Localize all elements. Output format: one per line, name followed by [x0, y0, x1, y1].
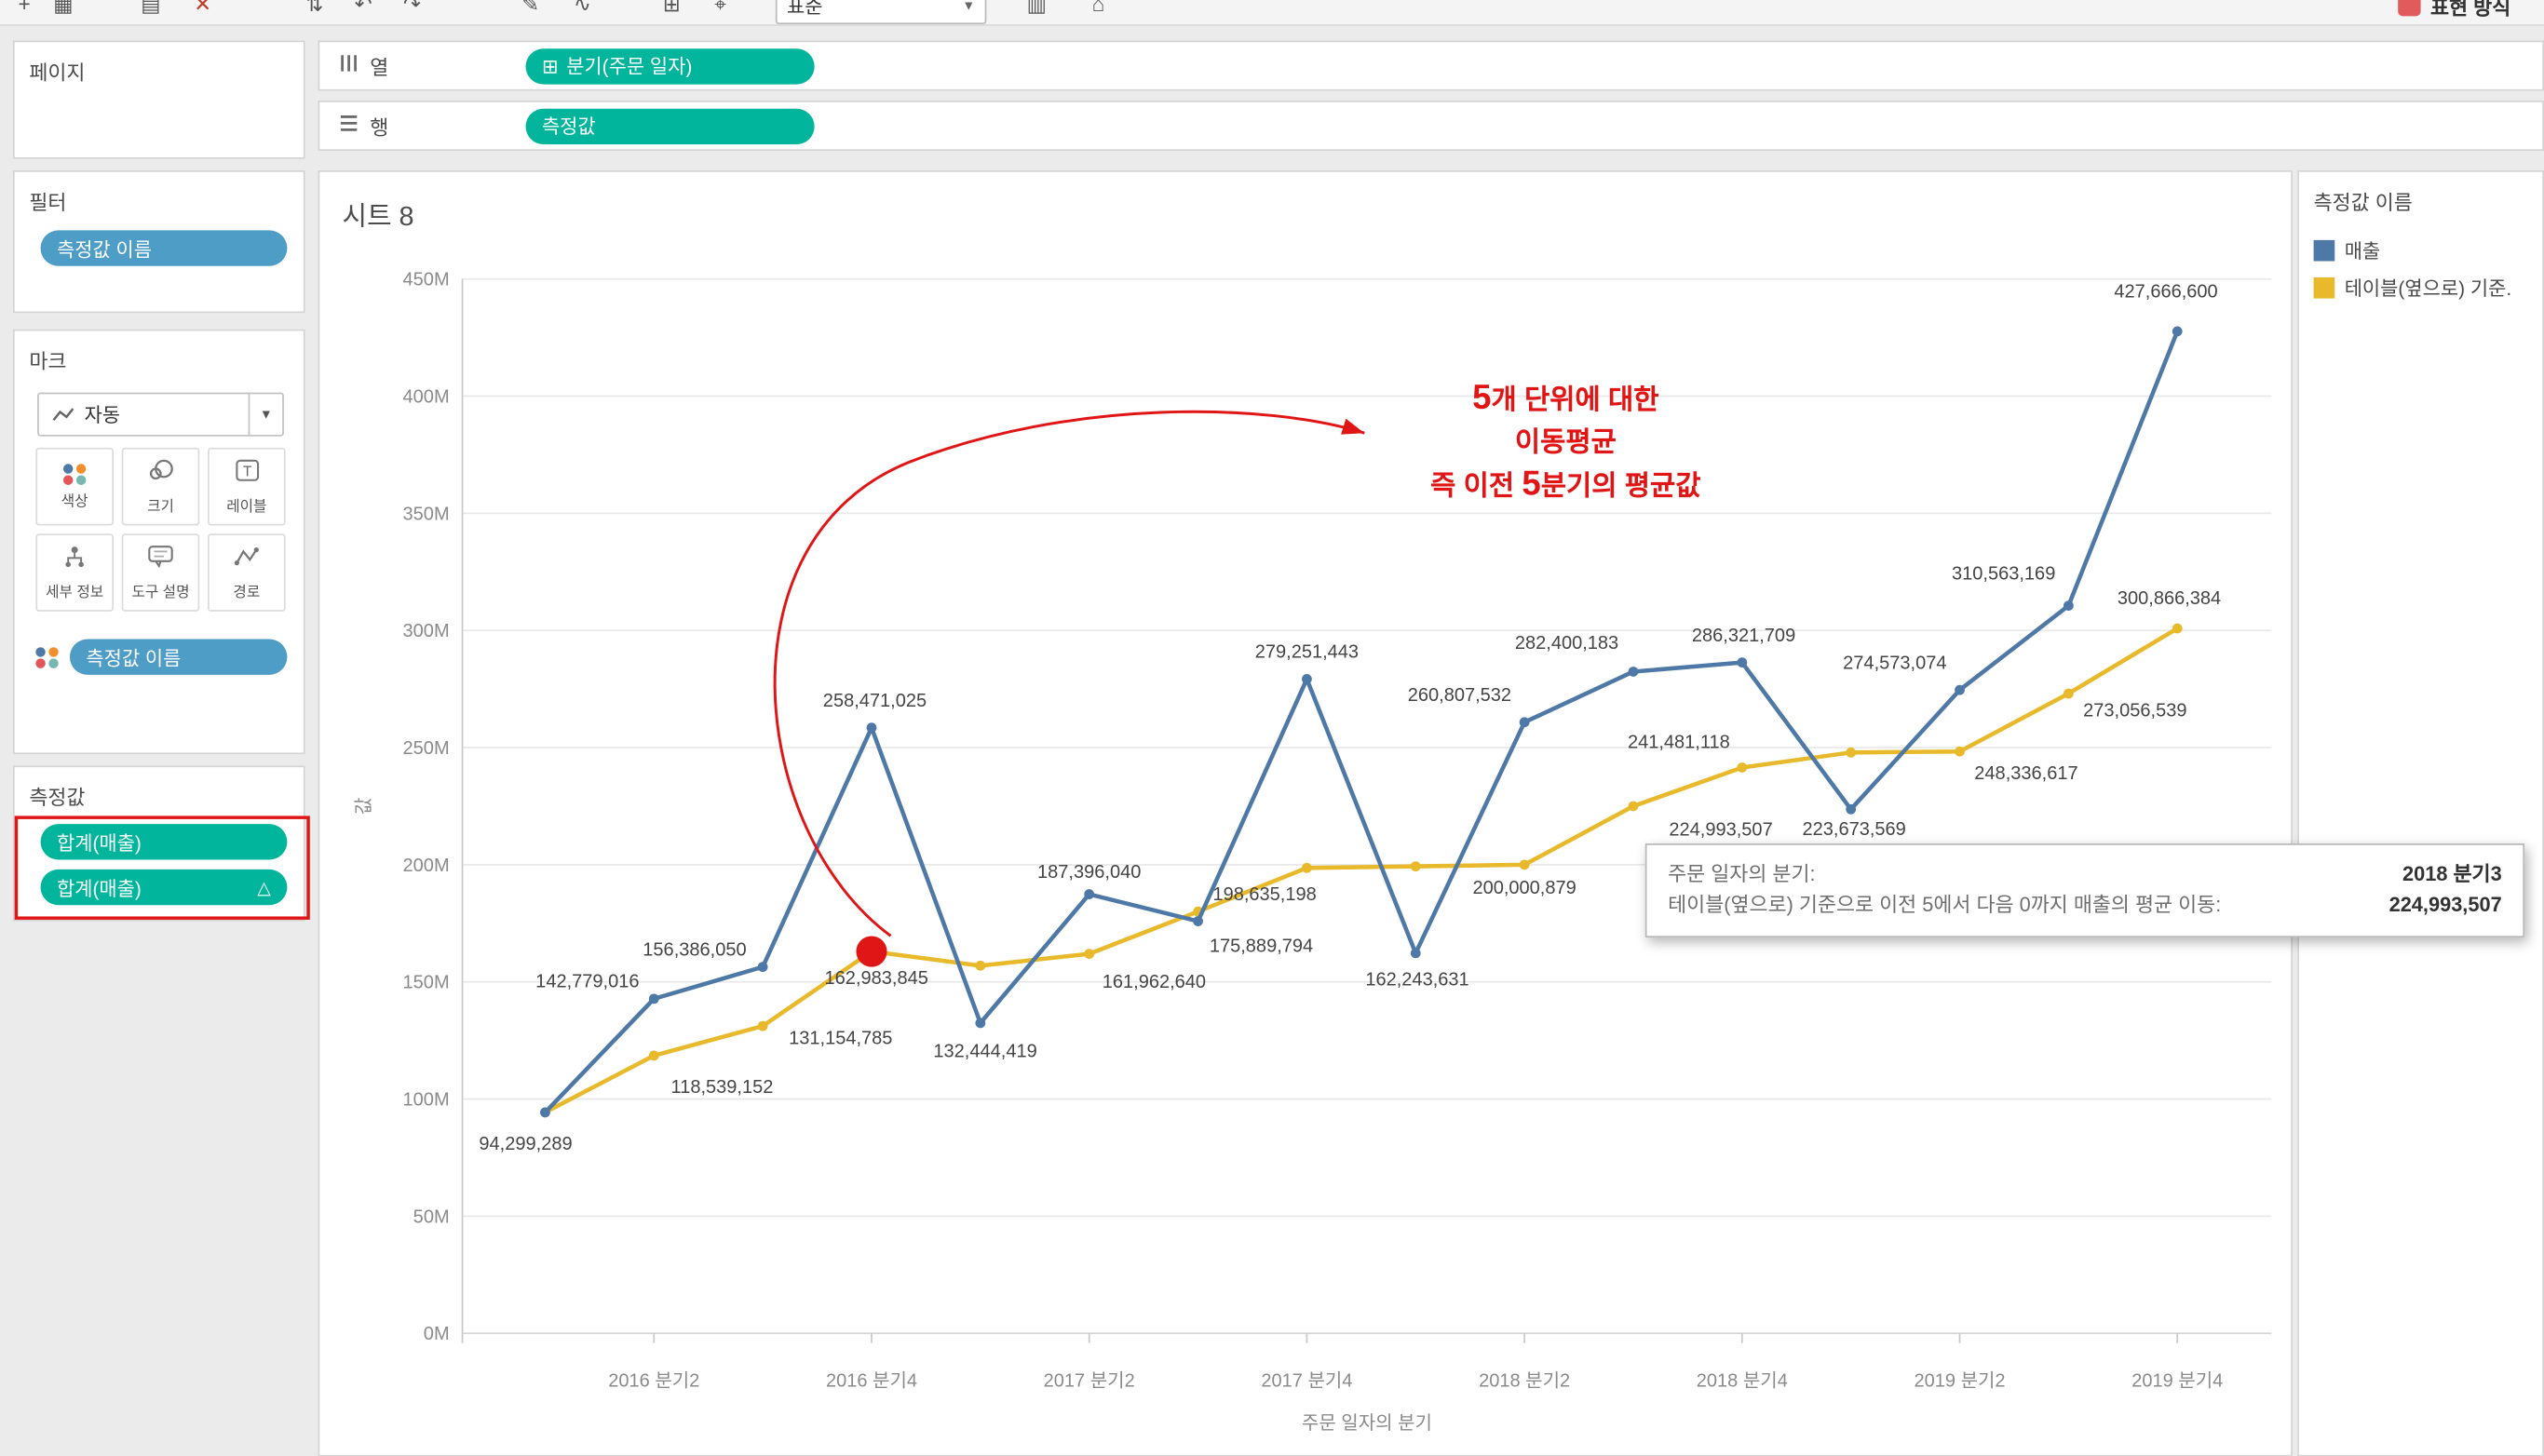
legend-card: 측정값 이름 매출 테이블(옆으로) 기준. — [2297, 169, 2544, 1456]
measure-values-title: 측정값 — [29, 787, 86, 810]
path-button[interactable]: 경로 — [208, 533, 286, 612]
marks-pill-label: 측정값 이름 — [86, 646, 182, 669]
columns-shelf-text: 열 — [370, 56, 389, 80]
duplicate-sheet-icon[interactable]: ▤ — [141, 0, 161, 17]
worksheet-view[interactable]: 시트 8 — [318, 169, 2293, 1456]
marks-card: 마크 자동 ▼ 색상 크기 T — [12, 329, 305, 755]
detail-icon — [61, 545, 88, 575]
show-me-label[interactable]: 표현 방식 — [2430, 0, 2511, 20]
rows-shelf-text: 행 — [370, 116, 389, 140]
columns-pill-label: 분기(주문 일자) — [566, 55, 693, 78]
measure-pill-sum-sales[interactable]: 합계(매출) — [40, 824, 288, 860]
clear-sheet-icon[interactable]: ✕ — [194, 0, 212, 17]
legend-item-label: 테이블(옆으로) 기준. — [2344, 276, 2512, 301]
rows-icon — [339, 114, 359, 138]
mark-type-dropdown[interactable]: 자동 ▼ — [37, 392, 284, 437]
tooltip: 주문 일자의 분기: 2018 분기3 테이블(옆으로) 기준으로 이전 5에서… — [1644, 843, 2525, 938]
label-button[interactable]: T 레이블 — [208, 447, 286, 526]
chevron-down-icon: ▼ — [962, 0, 976, 13]
toolbar: + ▦ ▤ ✕ ⇅ ↶ ↷ ✎ ∿ ⊞ ⌖ 표준 ▼ ▥ ⌂ 표현 방식 — [0, 0, 2544, 26]
sheet-title: 시트 8 — [342, 202, 414, 233]
measure-pill-label: 합계(매출) — [56, 876, 142, 900]
fit-select-value: 표준 — [787, 0, 823, 18]
annotation-line: 즉 이전 5분기의 평균값 — [1430, 465, 1701, 504]
filter-pill-label: 측정값 이름 — [56, 237, 152, 261]
size-button[interactable]: 크기 — [121, 447, 200, 526]
pages-shelf[interactable]: 페이지 — [12, 40, 305, 159]
color-button[interactable]: 색상 — [35, 447, 114, 526]
annotation-text[interactable]: 5개 단위에 대한 이동평균 즉 이전 5분기의 평균값 — [1387, 378, 1744, 507]
label-button-label: 레이블 — [226, 497, 267, 514]
show-me-icon[interactable] — [2398, 0, 2421, 17]
tooltip-button[interactable]: 도구 설명 — [121, 533, 200, 612]
tooltip-row2-value: 224,993,507 — [2388, 894, 2502, 917]
size-button-label: 크기 — [147, 497, 174, 514]
color-button-label: 색상 — [61, 492, 88, 509]
marks-title: 마크 — [29, 350, 67, 373]
label-icon: T — [235, 458, 259, 489]
marks-buttons: 색상 크기 T 레이블 세부 정보 — [35, 447, 289, 612]
chevron-down-icon: ▼ — [248, 394, 283, 435]
marks-pill-measure-names[interactable]: 측정값 이름 — [69, 639, 288, 675]
swap-rows-columns-icon[interactable]: ⇅ — [305, 0, 324, 17]
expand-icon[interactable]: ⊞ — [541, 54, 559, 77]
fit-select[interactable]: 표준 ▼ — [775, 0, 987, 25]
marks-pill-row: 측정값 이름 — [35, 639, 288, 675]
columns-shelf[interactable]: 열 ⊞ 분기(주문 일자) — [318, 40, 2544, 91]
detail-button-label: 세부 정보 — [46, 583, 104, 600]
tooltip-row1-value: 2018 분기3 — [2402, 862, 2502, 886]
detail-button[interactable]: 세부 정보 — [35, 533, 114, 612]
legend-item-sales[interactable]: 매출 — [2313, 236, 2381, 264]
columns-pill-quarter-order-date[interactable]: ⊞ 분기(주문 일자) — [525, 47, 815, 84]
svg-text:T: T — [242, 464, 251, 479]
size-icon — [148, 458, 174, 489]
legend-item-moving-average[interactable]: 테이블(옆으로) 기준. — [2313, 274, 2512, 302]
color-icon — [35, 646, 60, 667]
pin-icon[interactable]: ⌖ — [714, 0, 726, 17]
legend-swatch-yellow — [2313, 276, 2335, 299]
path-button-label: 경로 — [233, 583, 261, 600]
rows-pill-measure-values[interactable]: 측정값 — [525, 107, 815, 144]
tooltip-row1-label: 주문 일자의 분기: — [1668, 862, 1816, 886]
rows-shelf[interactable]: 행 측정값 — [318, 101, 2544, 152]
sort-ascending-icon[interactable]: ↶ — [354, 0, 372, 17]
annotation-line: 이동평균 — [1514, 426, 1617, 458]
path-icon — [234, 545, 260, 575]
fix-axes-icon[interactable]: ⊞ — [662, 0, 681, 17]
columns-shelf-label: 열 — [319, 50, 518, 81]
filter-pill-measure-names[interactable]: 측정값 이름 — [40, 230, 288, 266]
legend-item-label: 매출 — [2344, 239, 2381, 263]
add-icon[interactable]: + — [18, 0, 31, 17]
format-icon[interactable]: ∿ — [574, 0, 592, 17]
pages-title: 페이지 — [29, 61, 86, 85]
filters-shelf[interactable]: 필터 측정값 이름 — [12, 169, 305, 314]
new-worksheet-icon[interactable]: ▦ — [53, 0, 74, 17]
presentation-icon[interactable]: ⌂ — [1091, 0, 1105, 17]
table-calc-icon: △ — [257, 878, 271, 898]
legend-title: 측정값 이름 — [2313, 191, 2413, 214]
columns-icon — [339, 53, 359, 77]
rows-pill-label: 측정값 — [541, 115, 596, 139]
tooltip-icon — [148, 545, 174, 575]
color-icon — [62, 463, 87, 485]
tooltip-row2-label: 테이블(옆으로) 기준으로 이전 5에서 다음 0까지 매출의 평균 이동: — [1668, 894, 2222, 917]
sort-descending-icon[interactable]: ↷ — [403, 0, 422, 17]
rows-shelf-label: 행 — [319, 110, 518, 141]
filters-title: 필터 — [29, 191, 67, 214]
legend-swatch-blue — [2313, 239, 2335, 262]
annotation-line: 5개 단위에 대한 — [1472, 379, 1659, 417]
tooltip-button-label: 도구 설명 — [131, 583, 190, 600]
measure-pill-sum-sales-tablecalc[interactable]: 합계(매출) △ — [40, 869, 288, 906]
line-mark-icon — [52, 406, 74, 422]
measure-values-card: 측정값 합계(매출) 합계(매출) △ — [12, 765, 305, 922]
cell-size-icon[interactable]: ▥ — [1026, 0, 1048, 17]
mark-type-value: 자동 — [84, 403, 121, 427]
measure-pill-label: 합계(매출) — [56, 830, 142, 855]
highlight-icon[interactable]: ✎ — [521, 0, 540, 17]
